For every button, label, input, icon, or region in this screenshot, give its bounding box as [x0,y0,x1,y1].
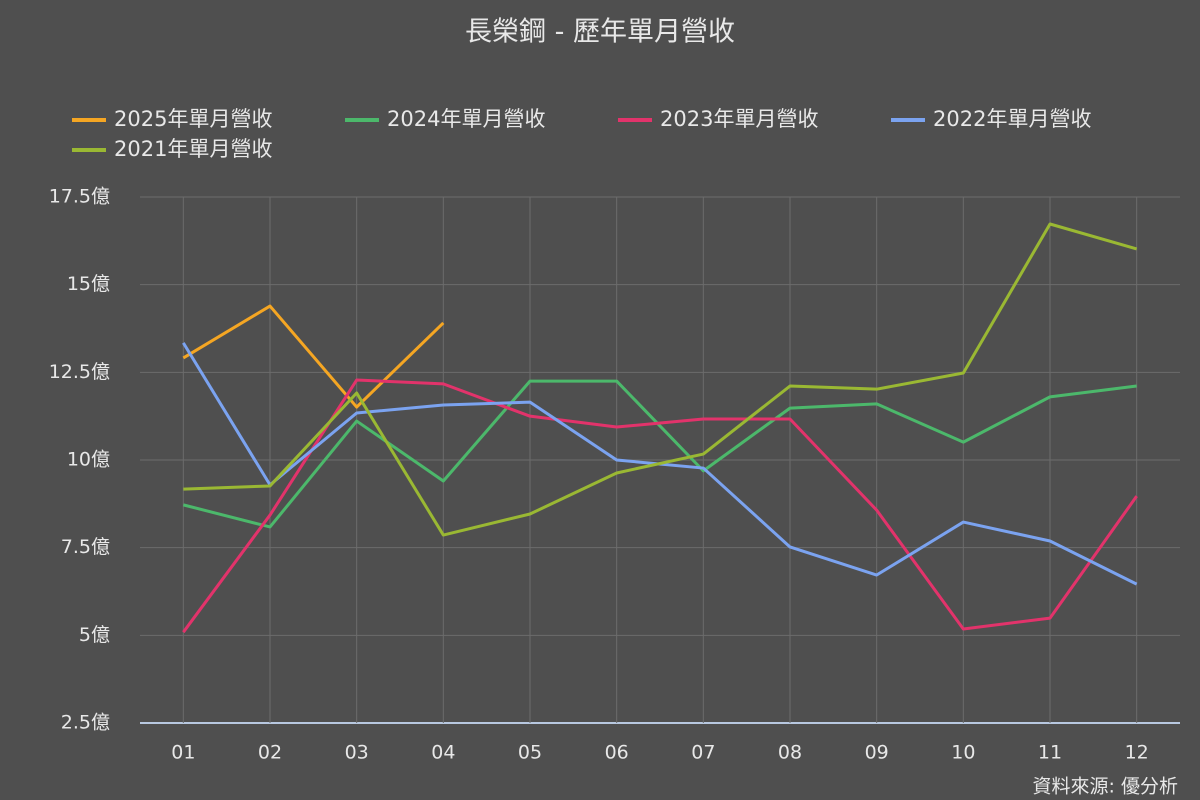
y-tick-label: 12.5億 [49,361,110,383]
y-tick-label: 15億 [67,273,110,295]
chart-title: 長榮鋼 - 歷年單月營收 [465,17,735,48]
legend-label: 2021年單月營收 [114,137,272,161]
series-line [182,304,445,409]
y-tick-label: 17.5億 [49,186,110,208]
x-tick-label: 03 [345,742,369,764]
series-line [182,378,1138,634]
x-tick-label: 05 [518,742,542,764]
x-tick-label: 07 [691,742,715,764]
x-tick-label: 02 [258,742,282,764]
series-line [183,222,1138,537]
x-tick-label: 11 [1038,742,1062,764]
legend-label: 2022年單月營收 [933,107,1091,131]
source-note: 資料來源: 優分析 [1033,776,1178,798]
x-tick-label: 12 [1125,742,1149,764]
x-tick-label: 01 [171,742,195,764]
x-tick-label: 06 [605,742,629,764]
y-tick-label: 7.5億 [61,536,110,558]
series-line [182,379,1137,529]
x-tick-label: 08 [778,742,802,764]
y-tick-label: 10億 [67,449,110,471]
x-tick-label: 10 [951,742,975,764]
legend-label: 2024年單月營收 [387,107,545,131]
legend-label: 2025年單月營收 [114,107,272,131]
x-tick-label: 09 [865,742,889,764]
legend-label: 2023年單月營收 [660,107,818,131]
x-tick-label: 04 [431,742,455,764]
y-tick-label: 5億 [79,624,110,646]
y-tick-label: 2.5億 [61,712,110,734]
